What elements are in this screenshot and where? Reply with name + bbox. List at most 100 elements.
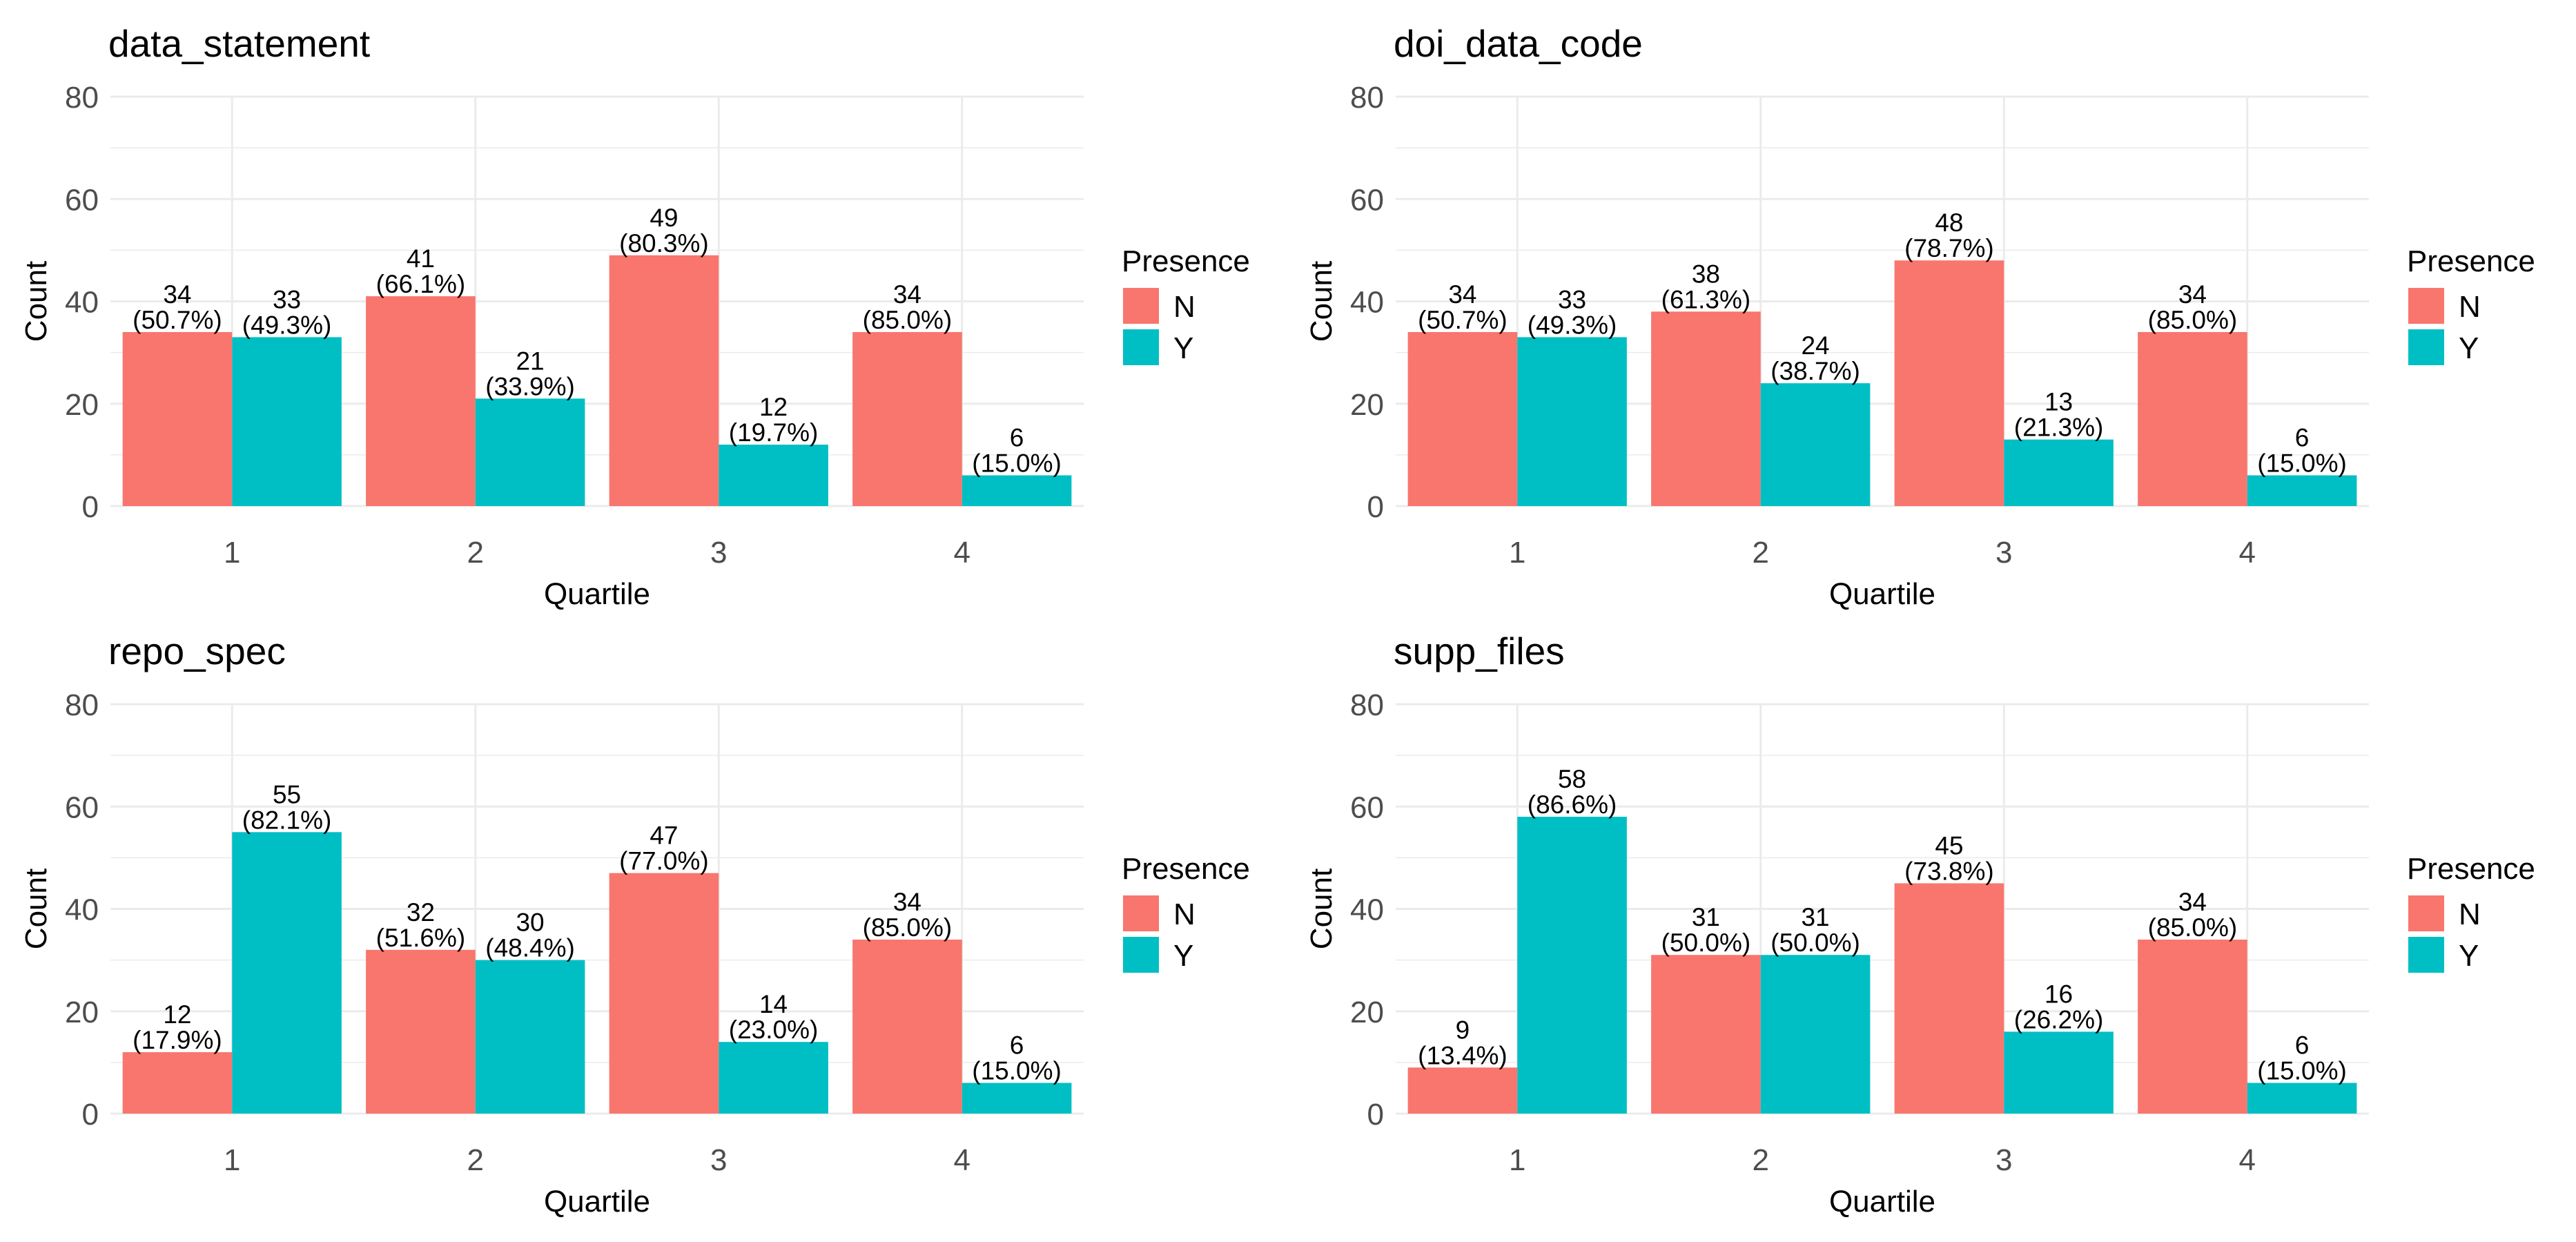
y-tick-label: 20 <box>1350 388 1384 422</box>
data-label-percent: (48.4%) <box>485 934 575 962</box>
data-label-count: 6 <box>2295 424 2310 452</box>
x-tick-label: 4 <box>2239 1143 2256 1177</box>
x-tick-label: 2 <box>467 536 484 570</box>
data-label-percent: (19.7%) <box>729 418 819 447</box>
panel-title: doi_data_code <box>1394 22 1643 65</box>
data-label-count: 55 <box>273 780 301 808</box>
data-label-count: 21 <box>516 347 544 375</box>
data-label-count: 58 <box>1558 765 1586 793</box>
legend-label-N: N <box>2459 897 2481 931</box>
x-tick-label: 4 <box>2239 536 2256 570</box>
data-label-count: 48 <box>1935 208 1963 237</box>
bar-N-q4 <box>2138 331 2247 506</box>
bar-Y-q3 <box>2004 439 2114 506</box>
bar-Y-q1 <box>1517 337 1627 506</box>
legend-key-N <box>2408 288 2444 324</box>
legend-label-Y: Y <box>2459 331 2479 365</box>
bar-Y-q3 <box>719 445 828 506</box>
data-label-percent: (50.0%) <box>1770 929 1860 957</box>
legend-label-Y: Y <box>1173 331 1193 365</box>
bar-N-q1 <box>1407 1067 1518 1114</box>
data-label-count: 31 <box>1692 903 1720 931</box>
data-label-count: 12 <box>163 1000 191 1029</box>
y-tick-label: 20 <box>1350 996 1384 1029</box>
legend: Presence NY <box>1122 244 1250 365</box>
x-tick-label: 3 <box>1996 536 2012 570</box>
legend-key-Y <box>1123 937 1159 973</box>
legend-title: Presence <box>1122 852 1250 886</box>
y-tick-label: 0 <box>1367 490 1384 524</box>
legend-label-Y: Y <box>2459 939 2479 973</box>
data-label-percent: (80.3%) <box>619 229 709 258</box>
bar-N-q1 <box>122 331 233 506</box>
x-tick-label: 2 <box>1753 536 1769 570</box>
data-label-percent: (38.7%) <box>1770 357 1860 385</box>
data-label-percent: (85.0%) <box>2148 306 2238 334</box>
x-axis-title: Quartile <box>1829 577 1935 611</box>
y-tick-label: 60 <box>65 790 99 824</box>
bar-N-q1 <box>1407 331 1518 506</box>
data-label-percent: (61.3%) <box>1661 285 1751 313</box>
data-label-percent: (50.0%) <box>1661 929 1751 957</box>
y-tick-label: 40 <box>1350 286 1384 320</box>
data-label-percent: (66.1%) <box>376 270 466 298</box>
data-label-percent: (85.0%) <box>2148 913 2238 942</box>
bar-N-q4 <box>2138 939 2247 1114</box>
bar-N-q4 <box>852 939 962 1114</box>
data-label-count: 30 <box>516 909 544 937</box>
y-tick-label: 80 <box>1350 81 1384 115</box>
data-label-percent: (21.3%) <box>2014 414 2104 442</box>
bar-N-q4 <box>852 331 962 506</box>
x-tick-label: 1 <box>224 1143 240 1177</box>
data-label-percent: (49.3%) <box>242 311 332 339</box>
bar-Y-q3 <box>719 1042 828 1114</box>
bar-Y-q1 <box>232 832 342 1114</box>
x-axis-title: Quartile <box>544 577 650 611</box>
y-tick-label: 60 <box>1350 790 1384 824</box>
panel-title: supp_files <box>1394 630 1565 672</box>
data-label-percent: (15.0%) <box>2257 449 2347 478</box>
legend-label-N: N <box>2459 290 2481 324</box>
data-label-count: 14 <box>759 990 788 1018</box>
data-label-percent: (50.7%) <box>133 306 222 334</box>
y-axis-title: Count <box>19 869 53 949</box>
data-label-count: 47 <box>650 822 678 850</box>
bar-N-q3 <box>1894 260 2004 506</box>
x-tick-label: 3 <box>710 1143 727 1177</box>
data-label-count: 34 <box>1448 280 1476 309</box>
bar-N-q2 <box>366 949 476 1114</box>
x-axis-title: Quartile <box>544 1185 650 1219</box>
bar-Y-q2 <box>1760 955 1871 1114</box>
bar-Y-q3 <box>2004 1031 2114 1114</box>
x-tick-label: 2 <box>467 1143 484 1177</box>
y-axis-title: Count <box>1305 869 1338 949</box>
y-tick-label: 20 <box>65 996 99 1029</box>
data-label-count: 9 <box>1456 1016 1470 1044</box>
bar-N-q3 <box>609 873 719 1114</box>
data-label-count: 34 <box>893 888 921 916</box>
data-label-count: 38 <box>1692 260 1720 288</box>
legend-key-Y <box>1123 329 1159 365</box>
legend: Presence NY <box>2407 244 2535 365</box>
y-tick-label: 80 <box>65 688 99 722</box>
legend-key-N <box>1123 288 1159 324</box>
data-label-percent: (15.0%) <box>2257 1057 2347 1085</box>
data-label-count: 49 <box>650 204 678 232</box>
y-tick-label: 60 <box>1350 183 1384 217</box>
bar-Y-q2 <box>475 398 585 506</box>
legend-key-Y <box>2408 329 2444 365</box>
bar-Y-q4 <box>962 475 1072 506</box>
bar-Y-q4 <box>962 1083 1072 1114</box>
data-label-percent: (15.0%) <box>972 1057 1062 1085</box>
data-label-percent: (13.4%) <box>1418 1041 1507 1069</box>
data-label-percent: (15.0%) <box>972 449 1062 478</box>
data-label-percent: (77.0%) <box>619 847 709 875</box>
bar-Y-q1 <box>1517 817 1627 1114</box>
y-tick-label: 40 <box>1350 893 1384 927</box>
legend-key-N <box>2408 895 2444 931</box>
y-tick-label: 80 <box>65 81 99 115</box>
data-label-count: 24 <box>1801 331 1829 360</box>
